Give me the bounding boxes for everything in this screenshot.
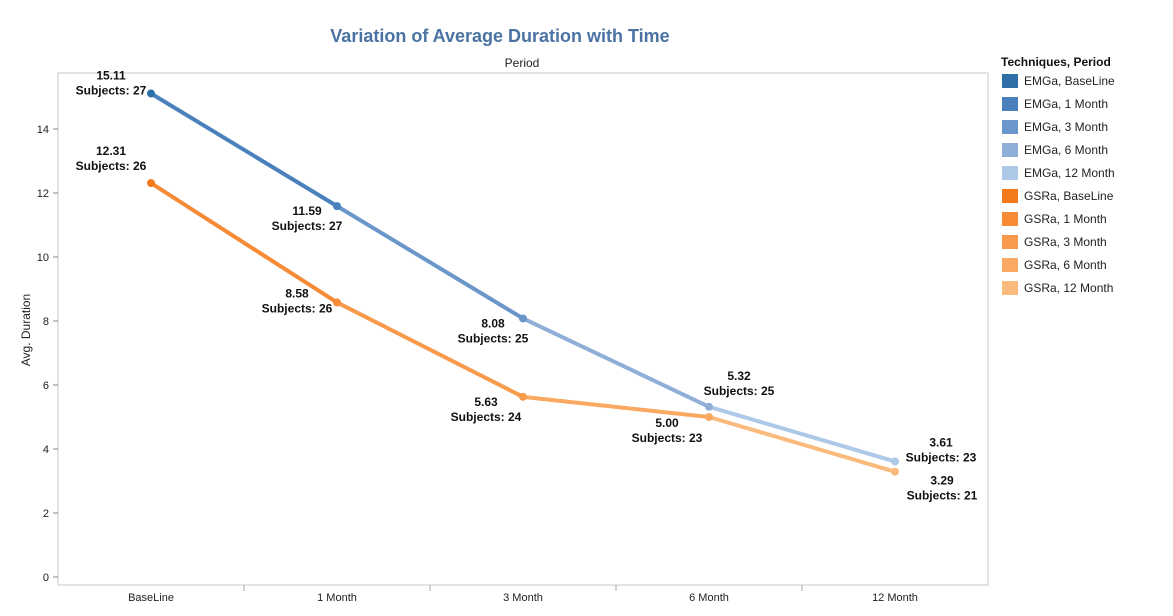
legend-entry[interactable]: EMGa, BaseLine — [1024, 74, 1115, 88]
legend-entry[interactable]: GSRa, BaseLine — [1024, 189, 1114, 203]
y-tick-label: 8 — [43, 316, 49, 328]
data-point-emga[interactable] — [519, 314, 527, 323]
series-segment-emga — [149, 91, 339, 209]
legend-entry[interactable]: EMGa, 1 Month — [1024, 97, 1108, 111]
legend-entry[interactable]: EMGa, 12 Month — [1024, 166, 1115, 180]
value-label: 11.59 — [292, 204, 322, 218]
data-point-emga[interactable] — [147, 89, 155, 98]
data-point-gsra[interactable] — [891, 467, 899, 476]
y-tick-label: 12 — [37, 188, 49, 200]
legend-swatch — [1002, 120, 1018, 134]
series-segment-emga — [521, 316, 711, 409]
plot-border — [57, 72, 989, 586]
subjects-label: Subjects: 21 — [907, 489, 978, 503]
subjects-label: Subjects: 26 — [76, 159, 147, 173]
series-segment-gsra — [521, 394, 711, 419]
y-tick-label: 2 — [43, 508, 49, 520]
legend-swatch — [1002, 97, 1018, 111]
legend-swatch — [1002, 74, 1018, 88]
value-label: 3.29 — [930, 474, 954, 488]
data-point-emga[interactable] — [333, 202, 341, 211]
legend-swatch — [1002, 143, 1018, 157]
legend-entry[interactable]: EMGa, 6 Month — [1024, 143, 1108, 157]
legend-swatch — [1002, 258, 1018, 272]
data-point-gsra[interactable] — [147, 179, 155, 188]
legend-entry[interactable]: GSRa, 3 Month — [1024, 235, 1107, 249]
subjects-label: Subjects: 25 — [704, 384, 775, 398]
value-label: 5.63 — [474, 395, 498, 409]
y-axis: 0 2 4 6 8 10 12 14 — [37, 124, 58, 584]
series-segment-emga — [335, 204, 525, 321]
data-point-gsra[interactable] — [519, 392, 527, 401]
legend-swatch — [1002, 235, 1018, 249]
legend-entry[interactable]: GSRa, 1 Month — [1024, 212, 1107, 226]
series-segment-gsra — [149, 181, 339, 305]
y-tick-label: 10 — [37, 252, 49, 264]
y-tick-label: 4 — [43, 444, 49, 456]
legend-swatch — [1002, 281, 1018, 295]
subjects-label: Subjects: 25 — [458, 331, 529, 345]
series-segment-emga — [707, 404, 897, 464]
x-axis: BaseLine 1 Month 3 Month 6 Month 12 Month — [128, 585, 918, 604]
plot-frame — [57, 72, 989, 586]
legend-swatch — [1002, 166, 1018, 180]
series-segment-gsra — [707, 415, 897, 474]
series-lines — [149, 91, 897, 474]
chart-title: Variation of Average Duration with Time — [330, 26, 669, 46]
column-header: Period — [505, 56, 540, 70]
x-tick-label: BaseLine — [128, 592, 174, 604]
subjects-label: Subjects: 23 — [906, 450, 977, 464]
y-tick-label: 14 — [37, 124, 49, 136]
y-tick-label: 0 — [43, 572, 49, 584]
value-label: 5.32 — [727, 369, 751, 383]
series-points — [147, 89, 899, 476]
data-point-gsra[interactable] — [705, 413, 713, 421]
subjects-label: Subjects: 23 — [632, 431, 703, 445]
subjects-label: Subjects: 27 — [272, 219, 343, 233]
legend-entry[interactable]: GSRa, 12 Month — [1024, 281, 1113, 295]
subjects-label: Subjects: 27 — [76, 83, 147, 97]
legend-entry[interactable]: EMGa, 3 Month — [1024, 120, 1108, 134]
x-tick-label: 6 Month — [689, 592, 729, 604]
value-label: 15.11 — [96, 68, 126, 82]
legend-entry[interactable]: GSRa, 6 Month — [1024, 258, 1107, 272]
legend-swatch — [1002, 189, 1018, 203]
legend-swatch — [1002, 212, 1018, 226]
x-tick-label: 3 Month — [503, 592, 543, 604]
value-label: 8.58 — [285, 286, 309, 300]
subjects-label: Subjects: 26 — [262, 301, 333, 315]
value-label: 3.61 — [929, 435, 953, 449]
y-tick-label: 6 — [43, 380, 49, 392]
value-label: 12.31 — [96, 144, 126, 158]
y-axis-label: Avg. Duration — [19, 294, 33, 367]
subjects-label: Subjects: 24 — [451, 410, 522, 424]
legend-title: Techniques, Period — [1001, 55, 1111, 69]
series-segment-gsra — [335, 300, 525, 399]
x-tick-label: 1 Month — [317, 592, 357, 604]
value-label: 5.00 — [655, 416, 679, 430]
data-point-emga[interactable] — [705, 402, 713, 411]
data-point-emga[interactable] — [891, 457, 899, 466]
data-point-gsra[interactable] — [333, 298, 341, 307]
x-tick-label: 12 Month — [872, 592, 918, 604]
legend: Techniques, Period EMGa, BaseLine EMGa, 1… — [1001, 55, 1115, 295]
value-label: 8.08 — [481, 316, 505, 330]
